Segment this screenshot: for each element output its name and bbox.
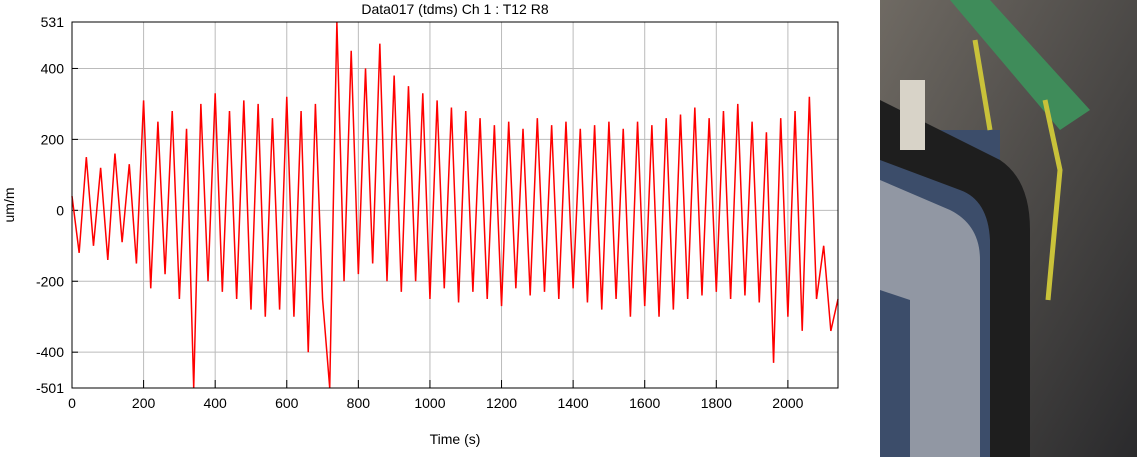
- plot-frame: [71, 21, 839, 389]
- y-axis-label: um/m: [1, 188, 17, 223]
- x-tick-label: 0: [68, 395, 76, 411]
- y-tick-label: 531: [41, 14, 65, 30]
- photo-wire: [972, 39, 993, 131]
- x-tick-label: 1800: [701, 395, 732, 411]
- x-tick-label: 2000: [772, 395, 803, 411]
- chart: Data017 (tdms) Ch 1 : T12 R8 Time (s) um…: [1, 1, 839, 447]
- x-tick-label: 1400: [558, 395, 589, 411]
- y-tick-label: -400: [36, 344, 64, 360]
- x-axis-label: Time (s): [430, 431, 481, 447]
- photo-wire: [1042, 99, 1063, 301]
- photo-hose: [950, 0, 1090, 130]
- x-tick-label: 600: [275, 395, 299, 411]
- x-tick-label: 1200: [486, 395, 517, 411]
- chart-title: Data017 (tdms) Ch 1 : T12 R8: [361, 1, 548, 17]
- x-tick-label: 800: [347, 395, 371, 411]
- y-tick-label: 200: [41, 131, 65, 147]
- x-tick-label: 1000: [414, 395, 445, 411]
- photo: [880, 0, 1137, 457]
- x-tick-label: 1600: [629, 395, 660, 411]
- photo-frame: [880, 100, 1030, 457]
- y-tick-label: 400: [41, 60, 65, 76]
- x-tick-label: 200: [132, 395, 156, 411]
- x-tick-label: 400: [203, 395, 227, 411]
- photo-glass: [880, 180, 980, 457]
- y-tick-label: 0: [56, 202, 64, 218]
- y-tick-label: -200: [36, 273, 64, 289]
- data-line: [71, 21, 839, 389]
- photo-label: [900, 80, 925, 150]
- y-tick-label: -501: [36, 380, 64, 396]
